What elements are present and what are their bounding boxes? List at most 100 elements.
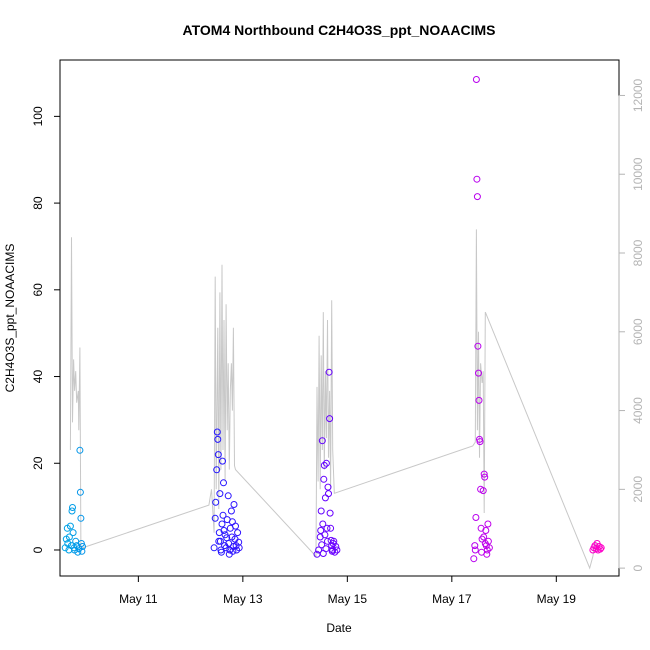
data-point [325, 368, 333, 376]
data-point [69, 529, 77, 537]
series-layer [61, 76, 605, 570]
data-point [321, 531, 329, 539]
data-point [320, 475, 328, 483]
data-point [64, 540, 72, 547]
y2-tick-label: 8000 [631, 239, 645, 266]
data-point [324, 483, 332, 491]
data-point [323, 524, 331, 532]
data-point [214, 451, 222, 459]
data-point [219, 457, 226, 465]
data-point [333, 546, 341, 554]
data-point [472, 514, 480, 521]
data-point [322, 545, 330, 553]
data-point [213, 428, 221, 436]
y-tick-label: 60 [31, 283, 45, 297]
data-point [74, 548, 82, 556]
data-point [484, 520, 492, 528]
data-point [234, 529, 242, 537]
data-point [326, 415, 334, 423]
data-point [328, 547, 336, 555]
data-point [76, 488, 84, 496]
y2-tick-label: 4000 [631, 397, 645, 424]
y-tick-label: 100 [31, 106, 45, 126]
x-tick-label: May 13 [223, 592, 263, 606]
data-point [483, 550, 491, 558]
data-point [230, 501, 238, 508]
data-point [77, 514, 85, 522]
data-point [320, 461, 328, 469]
data-point [79, 543, 86, 550]
data-point [220, 479, 227, 487]
data-point [473, 193, 481, 201]
data-point [69, 504, 76, 511]
data-point [317, 507, 325, 515]
data-point [229, 547, 237, 555]
data-point [213, 466, 221, 474]
data-point [215, 537, 223, 545]
y2-tick-label: 6000 [631, 318, 645, 345]
data-point [315, 546, 323, 554]
data-point [471, 542, 479, 550]
axes-layer: May 11 May 13 May 15 May 17 May 19 0 20 40 60 80 1… [31, 78, 645, 606]
y-tick-label: 80 [31, 196, 45, 210]
data-point [597, 544, 605, 552]
chart-title: ATOM4 Northbound C2H4O3S_ppt_NOAACIMS [183, 22, 496, 38]
data-point [77, 540, 85, 547]
data-point [471, 546, 479, 554]
data-point [318, 437, 326, 445]
data-point [219, 511, 227, 519]
data-point [65, 533, 73, 541]
data-point [327, 524, 335, 532]
data-point [319, 520, 327, 528]
data-point [228, 518, 236, 526]
data-point [473, 175, 481, 183]
y-tick-label: 20 [31, 456, 45, 470]
data-point [485, 544, 493, 552]
data-point [321, 494, 329, 502]
data-point [235, 544, 243, 552]
data-point [217, 548, 225, 556]
data-point [329, 540, 337, 547]
data-point [226, 546, 234, 554]
data-point [474, 342, 482, 350]
x-tick-label: May 11 [119, 592, 158, 606]
data-point [470, 555, 478, 563]
data-point [480, 533, 488, 541]
y2-tick-label: 0 [631, 564, 645, 571]
data-point [475, 369, 482, 377]
data-point [325, 490, 332, 498]
y2-tick-label: 2000 [631, 476, 645, 503]
data-point [223, 534, 231, 542]
data-point [72, 537, 80, 545]
data-point [481, 473, 489, 481]
data-point [78, 547, 86, 555]
data-point [318, 541, 326, 549]
data-point [210, 544, 218, 552]
data-point [224, 492, 232, 500]
y-tick-label: 0 [31, 546, 45, 553]
x-axis-label: Date [326, 621, 352, 635]
data-point [76, 446, 84, 454]
y2-tick-label: 10000 [631, 157, 645, 191]
data-point [480, 470, 488, 478]
data-point [596, 545, 604, 553]
data-point [220, 527, 228, 534]
data-point [472, 76, 480, 83]
x-tick-label: May 15 [328, 592, 368, 606]
plot-frame [59, 59, 620, 577]
data-point [479, 487, 487, 495]
data-point [317, 527, 325, 534]
data-point [322, 459, 330, 467]
data-point [212, 498, 220, 506]
x-tick-label: May 19 [537, 592, 577, 606]
data-point [218, 520, 226, 528]
y-tick-label: 40 [31, 370, 45, 384]
data-point [481, 540, 489, 547]
data-point [216, 490, 224, 498]
data-point [211, 514, 219, 522]
data-point [476, 438, 484, 446]
x-tick-label: May 17 [432, 592, 472, 606]
y-axis-label: C2H4O3S_ppt_NOAACIMS [3, 244, 17, 393]
data-point [227, 507, 235, 515]
